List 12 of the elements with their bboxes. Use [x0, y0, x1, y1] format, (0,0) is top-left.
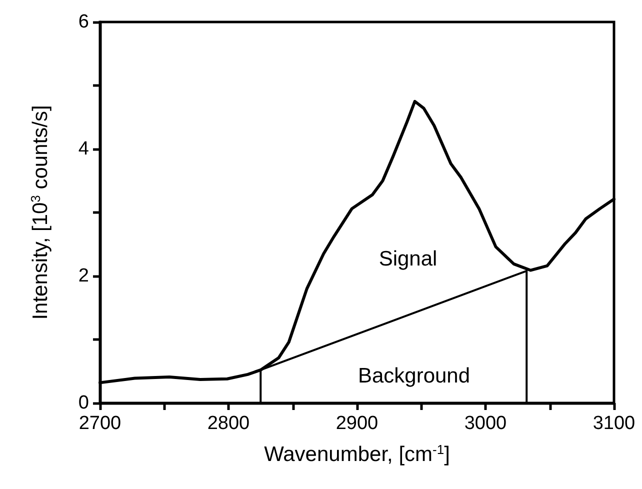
y-tick-label: 2 — [78, 266, 89, 286]
y-tick-label: 6 — [78, 12, 89, 32]
x-tick-label: 2700 — [78, 413, 122, 434]
y-axis-title: Intensity, [103 counts/s] — [28, 105, 52, 320]
x-tick-label: 2800 — [207, 413, 250, 434]
annotation: Background — [358, 364, 470, 388]
x-tick-label: 2900 — [336, 413, 378, 434]
x-tick-label: 3100 — [592, 413, 636, 434]
y-tick-label: 4 — [78, 138, 90, 160]
y-tick-label: 0 — [78, 392, 89, 414]
annotation: Signal — [378, 248, 438, 270]
x-tick-label: 3000 — [464, 413, 507, 434]
